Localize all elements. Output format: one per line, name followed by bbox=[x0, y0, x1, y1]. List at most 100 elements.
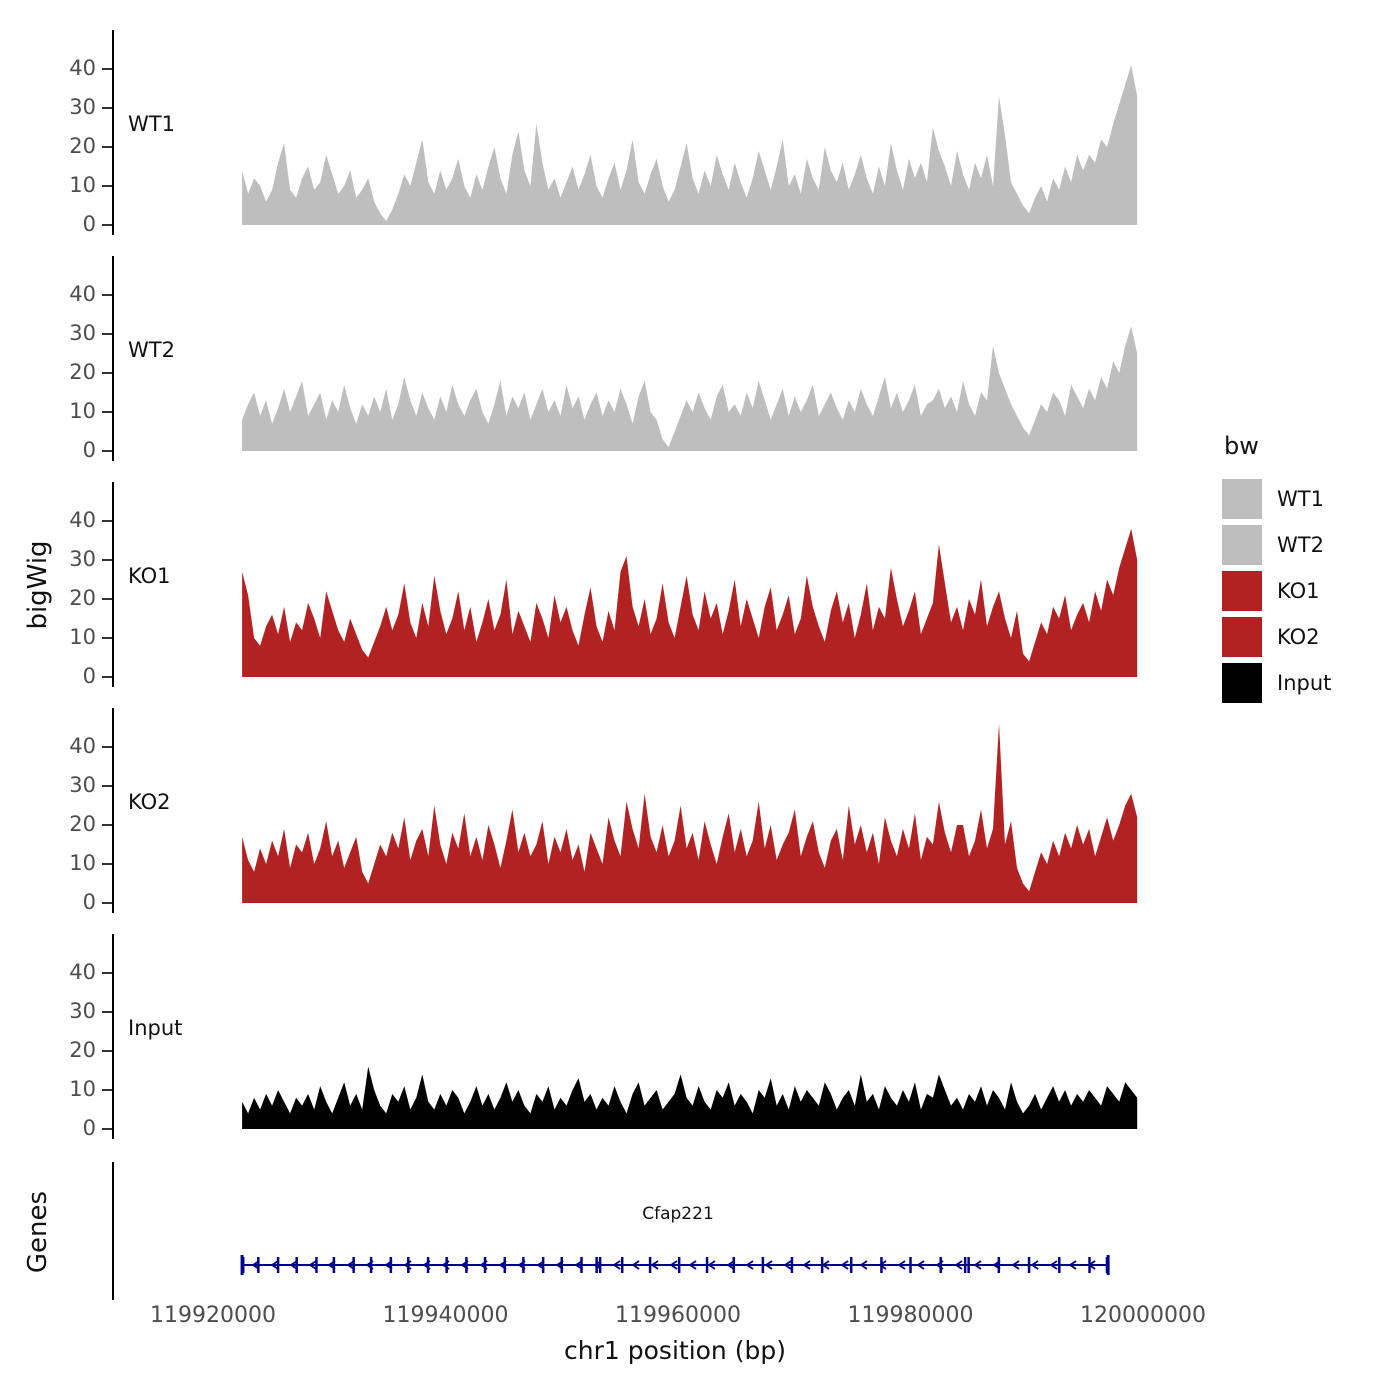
y-tick-label: 10 bbox=[69, 625, 96, 649]
strand-arrow bbox=[916, 1260, 925, 1270]
x-tick-label: 120000000 bbox=[1080, 1303, 1206, 1328]
strand-arrow bbox=[574, 1260, 583, 1270]
strand-arrow bbox=[1030, 1260, 1039, 1270]
strand-arrow bbox=[973, 1260, 982, 1270]
strand-arrow bbox=[289, 1260, 298, 1270]
y-tick bbox=[102, 224, 112, 226]
y-tick bbox=[102, 411, 112, 413]
track-area-ko2 bbox=[242, 723, 1138, 903]
strand-arrow bbox=[1087, 1260, 1096, 1270]
y-tick-label: 0 bbox=[82, 890, 96, 914]
gene-label: Cfap221 bbox=[642, 1204, 714, 1224]
strand-arrow bbox=[1068, 1260, 1077, 1270]
y-tick-label: 40 bbox=[69, 960, 96, 984]
y-tick bbox=[102, 676, 112, 678]
legend-entry-input: Input bbox=[1222, 660, 1331, 706]
y-tick-label: 30 bbox=[69, 95, 96, 119]
y-tick bbox=[102, 146, 112, 148]
x-tick-label: 119960000 bbox=[615, 1303, 741, 1328]
y-tick bbox=[102, 107, 112, 109]
legend-entry-label: WT2 bbox=[1277, 533, 1324, 557]
x-tick-label: 119920000 bbox=[150, 1303, 276, 1328]
strand-arrow bbox=[308, 1260, 317, 1270]
strand-arrow bbox=[517, 1260, 526, 1270]
strand-arrow bbox=[327, 1260, 336, 1270]
strand-arrow bbox=[460, 1260, 469, 1270]
x-axis-title: chr1 position (bp) bbox=[564, 1336, 786, 1365]
x-tick-label: 119980000 bbox=[847, 1303, 974, 1328]
strand-arrow bbox=[669, 1260, 678, 1270]
y-tick-label: 20 bbox=[69, 812, 96, 836]
strand-arrow bbox=[498, 1260, 507, 1270]
y-tick-label: 10 bbox=[69, 851, 96, 875]
strand-arrow bbox=[726, 1260, 735, 1270]
strand-arrow bbox=[897, 1260, 906, 1270]
y-axis-line bbox=[112, 482, 114, 687]
strand-arrow bbox=[441, 1260, 450, 1270]
legend-title: bw bbox=[1224, 432, 1259, 460]
y-tick bbox=[102, 863, 112, 865]
y-tick bbox=[102, 902, 112, 904]
y-tick-label: 10 bbox=[69, 173, 96, 197]
y-tick bbox=[102, 598, 112, 600]
y-tick-label: 10 bbox=[69, 399, 96, 423]
track-area-wt2 bbox=[242, 326, 1138, 451]
y-tick bbox=[102, 372, 112, 374]
legend-entry-label: WT1 bbox=[1277, 487, 1324, 511]
y-tick bbox=[102, 68, 112, 70]
y-tick-label: 20 bbox=[69, 134, 96, 158]
strand-arrow bbox=[688, 1260, 697, 1270]
track-label-wt2: WT2 bbox=[128, 338, 175, 362]
y-tick bbox=[102, 559, 112, 561]
legend-entries: WT1 WT2 KO1 KO2 Input bbox=[1222, 476, 1331, 706]
strand-arrow bbox=[650, 1260, 659, 1270]
strand-arrow bbox=[764, 1260, 773, 1270]
y-tick bbox=[102, 185, 112, 187]
track-label-ko1: KO1 bbox=[128, 564, 171, 588]
legend: bw WT1 WT2 KO1 KO2 Input bbox=[1222, 432, 1331, 706]
legend-entry-wt2: WT2 bbox=[1222, 522, 1331, 568]
strand-arrow bbox=[536, 1260, 545, 1270]
y-tick bbox=[102, 637, 112, 639]
y-tick bbox=[102, 972, 112, 974]
y-tick bbox=[102, 294, 112, 296]
legend-swatch bbox=[1222, 479, 1262, 519]
y-tick-label: 0 bbox=[82, 212, 96, 236]
legend-entry-ko2: KO2 bbox=[1222, 614, 1331, 660]
y-tick-label: 40 bbox=[69, 282, 96, 306]
legend-swatch bbox=[1222, 525, 1262, 565]
y-tick-label: 40 bbox=[69, 734, 96, 758]
legend-entry-wt1: WT1 bbox=[1222, 476, 1331, 522]
y-tick-label: 40 bbox=[69, 508, 96, 532]
strand-arrow bbox=[1011, 1260, 1020, 1270]
strand-arrow bbox=[821, 1260, 830, 1270]
legend-swatch bbox=[1222, 663, 1262, 703]
strand-arrow bbox=[935, 1260, 944, 1270]
strand-arrow bbox=[783, 1260, 792, 1270]
legend-entry-label: Input bbox=[1277, 671, 1332, 695]
strand-arrow bbox=[365, 1260, 374, 1270]
strand-arrow bbox=[745, 1260, 754, 1270]
y-tick-label: 20 bbox=[69, 1038, 96, 1062]
y-tick-label: 30 bbox=[69, 547, 96, 571]
strand-arrow bbox=[859, 1260, 868, 1270]
strand-arrow bbox=[612, 1260, 621, 1270]
strand-arrow bbox=[840, 1260, 849, 1270]
y-tick bbox=[102, 1128, 112, 1130]
strand-arrow bbox=[631, 1260, 640, 1270]
strand-arrow bbox=[593, 1260, 602, 1270]
legend-entry-label: KO2 bbox=[1277, 625, 1320, 649]
strand-arrow bbox=[403, 1260, 412, 1270]
y-tick-label: 40 bbox=[69, 56, 96, 80]
strand-arrow bbox=[992, 1260, 1001, 1270]
track-area-ko1 bbox=[242, 528, 1138, 677]
strand-arrow bbox=[346, 1260, 355, 1270]
track-label-ko2: KO2 bbox=[128, 790, 171, 814]
y-axis-line-genes bbox=[112, 1162, 114, 1300]
y-axis-line bbox=[112, 934, 114, 1139]
strand-arrow bbox=[802, 1260, 811, 1270]
y-tick bbox=[102, 746, 112, 748]
strand-arrow bbox=[479, 1260, 488, 1270]
